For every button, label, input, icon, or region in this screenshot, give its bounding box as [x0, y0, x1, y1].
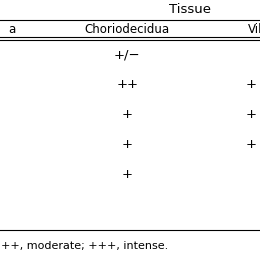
Text: Tissue: Tissue: [169, 3, 211, 16]
Text: a: a: [8, 23, 15, 36]
Text: ++, moderate; +++, intense.: ++, moderate; +++, intense.: [1, 241, 168, 251]
Text: +: +: [245, 138, 256, 151]
Text: +: +: [245, 108, 256, 121]
Text: +: +: [122, 168, 133, 181]
Text: Vil: Vil: [248, 23, 260, 36]
Text: +/−: +/−: [114, 48, 141, 61]
Text: +: +: [122, 138, 133, 151]
Text: Choriodecidua: Choriodecidua: [85, 23, 170, 36]
Text: +: +: [122, 108, 133, 121]
Text: ++: ++: [116, 78, 138, 91]
Text: +: +: [245, 78, 256, 91]
